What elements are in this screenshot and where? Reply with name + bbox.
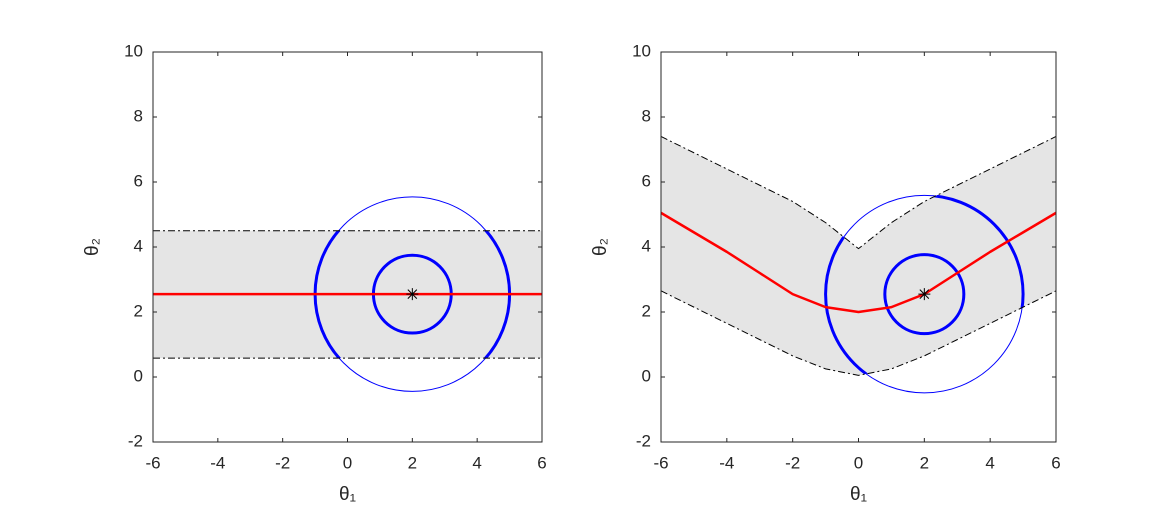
y-axis-label: θ₂ <box>82 238 103 256</box>
y-tick-label: 6 <box>642 171 651 190</box>
center-marker <box>918 288 931 301</box>
band-edge <box>661 136 1056 250</box>
x-tick-label: 0 <box>343 453 352 472</box>
y-tick-label: 8 <box>134 106 143 125</box>
subplot: -6 -4 -2 0 2 4 6 -2 0 2 4 6 8 10 θ₁ θ₂ <box>82 41 547 505</box>
inner-circle <box>883 253 966 336</box>
x-tick-label: 6 <box>537 453 546 472</box>
confidence-band <box>661 136 1056 376</box>
y-tick-label: 0 <box>134 366 143 385</box>
subplot: -6 -4 -2 0 2 4 6 -2 0 2 4 6 8 10 θ₁ θ₂ <box>590 41 1061 505</box>
x-tick-label: 6 <box>1051 453 1060 472</box>
y-tick-label: 10 <box>124 41 143 60</box>
red-curve <box>661 211 1056 314</box>
x-tick-label: 2 <box>920 453 929 472</box>
x-tick-label: -6 <box>653 453 668 472</box>
x-tick-label: 4 <box>985 453 994 472</box>
x-tick-label: 2 <box>408 453 417 472</box>
y-axis-label: θ₂ <box>590 238 611 256</box>
y-tick-label: 4 <box>134 236 143 255</box>
plot-area <box>661 136 1056 394</box>
x-axis-label: θ₁ <box>850 484 867 505</box>
y-tick-label: 2 <box>134 301 143 320</box>
y-tick-label: 6 <box>134 171 143 190</box>
y-tick-label: 8 <box>642 106 651 125</box>
y-tick-label: -2 <box>636 431 651 450</box>
y-tick-label: 4 <box>642 236 651 255</box>
y-tick-label: 0 <box>642 366 651 385</box>
center-marker <box>406 288 419 301</box>
band-edge <box>661 290 1056 376</box>
y-tick-label: 10 <box>632 41 651 60</box>
x-tick-label: -2 <box>785 453 800 472</box>
x-axis-label: θ₁ <box>339 484 356 505</box>
plot-area <box>153 196 542 392</box>
x-tick-label: -4 <box>719 453 734 472</box>
x-tick-label: 4 <box>472 453 481 472</box>
x-tick-label: -4 <box>210 453 225 472</box>
x-tick-label: -6 <box>145 453 160 472</box>
x-tick-label: -2 <box>275 453 290 472</box>
y-tick-label: 2 <box>642 301 651 320</box>
y-tick-label: -2 <box>128 431 143 450</box>
x-tick-label: 0 <box>854 453 863 472</box>
